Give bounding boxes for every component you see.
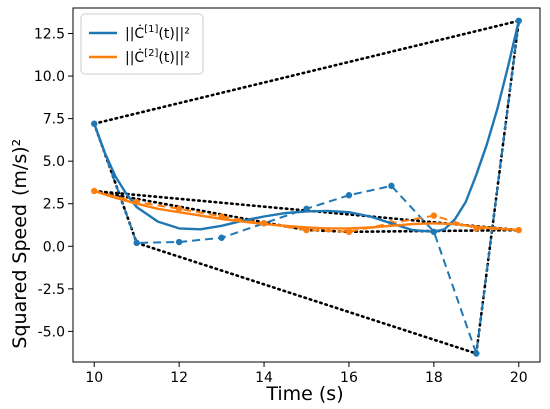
x-tick-label: 14 [255, 370, 273, 386]
legend: ||Ċ[1](t)||² ||Ċ[2](t)||² [80, 13, 204, 75]
series2-control-point [345, 228, 353, 236]
y-axis-label: Squared Speed (m/s)² [9, 139, 31, 349]
y-tick-label: -2.5 [38, 282, 65, 298]
y-tick-label: 7.5 [43, 112, 65, 128]
series1-legend-label: ||Ċ[1](t)||² [125, 24, 190, 42]
series1-control-point [515, 17, 522, 24]
y-tick-label: 2.5 [43, 197, 65, 213]
x-tick-label: 18 [425, 370, 443, 386]
y-tick-label: 5.0 [43, 154, 65, 170]
series1-control-point [388, 182, 395, 190]
x-tick-label: 20 [510, 370, 528, 386]
x-axis-label: Time (s) [265, 383, 343, 405]
y-tick-label: 10.0 [34, 69, 65, 85]
series1-control-point [473, 350, 480, 357]
series1-curve [93, 20, 520, 234]
plot-frame [72, 7, 541, 363]
series2-curve [93, 189, 519, 232]
y-axis-label-text: Squared Speed [9, 204, 31, 349]
series2-control-point [175, 205, 183, 213]
y-tick-label: 12.5 [34, 27, 65, 43]
series1-control-point [345, 192, 353, 199]
y-tick-label: -5.0 [38, 324, 65, 340]
y-tick-label: 0.0 [43, 239, 65, 255]
series2-control-polygon [93, 190, 519, 233]
series2-legend-label: ||Ċ[2](t)||² [125, 48, 190, 66]
plot-area [91, 17, 522, 357]
axes: 10 12 14 16 18 20 -5.0 -2.5 0.0 2.5 5.0 7.5 10.0 12.5 [34, 7, 541, 386]
x-tick-label: 12 [170, 370, 188, 386]
series1-control-point [175, 238, 183, 246]
y-axis-label-unit: (m/s)² [9, 139, 31, 196]
series1-control-point [133, 239, 140, 247]
x-tick-label: 10 [85, 370, 103, 386]
series1-control-point [218, 234, 225, 241]
series2-control-point [430, 212, 438, 219]
x-tick-label: 16 [340, 370, 358, 386]
legend-box [80, 13, 204, 75]
